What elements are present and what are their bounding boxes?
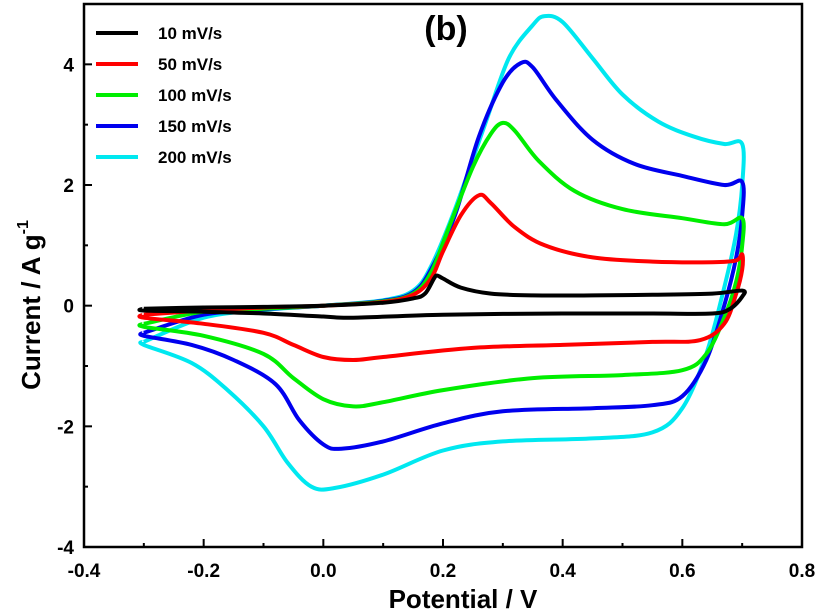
legend: 10 mV/s 50 mV/s 100 mV/s 150 mV/s 200 mV/s [96, 24, 232, 167]
legend-label: 150 mV/s [158, 117, 232, 136]
y-tick-label: -4 [57, 538, 74, 559]
legend-item: 10 mV/s [96, 24, 222, 43]
x-tick-label: 0.0 [310, 561, 336, 582]
x-tick-label: -0.2 [187, 561, 220, 582]
legend-label: 50 mV/s [158, 55, 222, 74]
legend-item: 150 mV/s [96, 117, 232, 136]
series-line-10-mv-s [137, 273, 747, 320]
legend-label: 10 mV/s [158, 24, 222, 43]
y-tick-label: 4 [63, 55, 74, 76]
y-tick-label: 0 [63, 297, 74, 318]
series-line-100-mv-s [137, 120, 746, 409]
series-line-50-mv-s [137, 192, 745, 362]
x-tick-label: 0.8 [789, 561, 815, 582]
x-tick-label: -0.4 [68, 561, 101, 582]
y-tick-label: -2 [57, 417, 74, 438]
x-tick-label: 0.4 [549, 561, 576, 582]
y-axis-label: Current / A g-1 [15, 220, 46, 390]
y-tick-label: 2 [63, 176, 74, 197]
axes: -0.4 -0.2 0.0 0.2 0.4 0.6 0.8 -4 -2 0 2 4 [57, 2, 815, 582]
series-lines [137, 13, 747, 492]
legend-item: 200 mV/s [96, 148, 232, 167]
panel-label: (b) [424, 10, 467, 48]
y-axis-label-superscript: -1 [15, 220, 32, 234]
legend-label: 200 mV/s [158, 148, 232, 167]
legend-item: 50 mV/s [96, 55, 222, 74]
y-axis-label-main: Current / A g [16, 234, 46, 390]
legend-item: 100 mV/s [96, 86, 232, 105]
x-tick-label: 0.2 [430, 561, 456, 582]
legend-label: 100 mV/s [158, 86, 232, 105]
x-axis-label: Potential / V [389, 584, 538, 612]
x-tick-label: 0.6 [669, 561, 695, 582]
